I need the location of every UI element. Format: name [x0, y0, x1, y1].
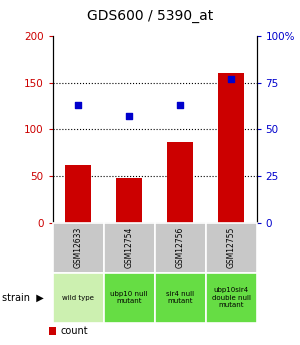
- Text: GSM12756: GSM12756: [176, 227, 184, 268]
- Bar: [103, 273, 154, 323]
- Bar: [218, 73, 244, 223]
- Text: strain  ▶: strain ▶: [2, 293, 43, 303]
- Text: sir4 null
mutant: sir4 null mutant: [166, 291, 194, 304]
- Point: [178, 102, 182, 108]
- Bar: [52, 273, 104, 323]
- Text: ubp10 null
mutant: ubp10 null mutant: [110, 291, 148, 304]
- Text: count: count: [61, 326, 88, 336]
- Point: [127, 114, 131, 119]
- Bar: [206, 273, 256, 323]
- Text: GSM12754: GSM12754: [124, 227, 134, 268]
- Bar: [103, 223, 154, 273]
- Point: [229, 76, 233, 82]
- Bar: [52, 223, 104, 273]
- Bar: [154, 273, 206, 323]
- Bar: [116, 178, 142, 223]
- Bar: [154, 223, 206, 273]
- Bar: [167, 142, 193, 223]
- Text: wild type: wild type: [62, 295, 94, 300]
- Bar: [65, 165, 91, 223]
- Text: ubp10sir4
double null
mutant: ubp10sir4 double null mutant: [212, 287, 250, 308]
- Text: GSM12755: GSM12755: [226, 227, 236, 268]
- Text: GDS600 / 5390_at: GDS600 / 5390_at: [87, 9, 213, 22]
- Bar: [206, 223, 256, 273]
- Point: [76, 102, 80, 108]
- Text: GSM12633: GSM12633: [74, 227, 82, 268]
